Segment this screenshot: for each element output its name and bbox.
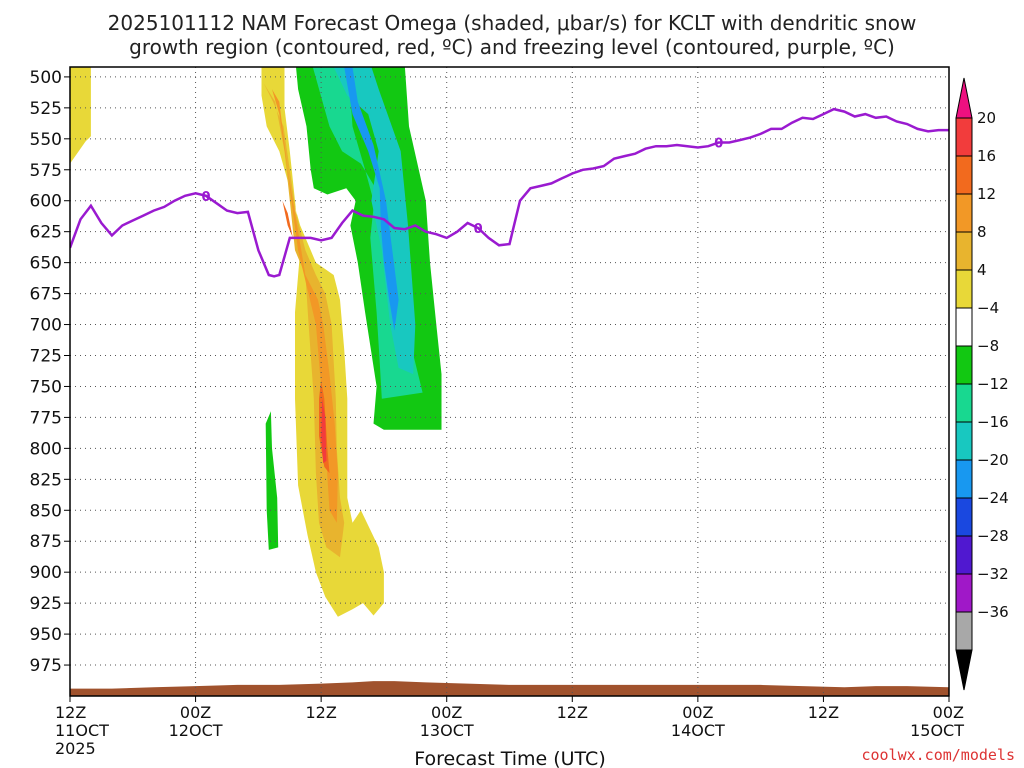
- y-tick-label: 650: [30, 254, 62, 274]
- colorbar-label: 12: [977, 185, 996, 203]
- y-tick-label: 600: [30, 192, 62, 212]
- colorbar-label: −28: [977, 527, 1009, 545]
- colorbar-swatch: [955, 497, 973, 537]
- colorbar-swatch: [955, 269, 973, 309]
- chart-title-line-1: 2025101112 NAM Forecast Omega (shaded, μ…: [108, 11, 917, 35]
- omega-region-3: [272, 89, 338, 523]
- colorbar-label: −4: [977, 299, 999, 317]
- x-tick-label: 11OCT: [55, 721, 109, 740]
- x-tick-label: 00Z: [682, 703, 713, 722]
- colorbar-swatch: [955, 193, 973, 233]
- plot-frame: [69, 66, 950, 697]
- omega-region-4: [282, 200, 293, 238]
- freezing-level-contour: 0 0 0: [70, 107, 949, 278]
- y-axis-pressure: 500 525 550 575 600 625 650 675 700 725 750 775 800 8…: [30, 68, 70, 676]
- omega-region-8: [265, 411, 279, 550]
- colorbar-label: −24: [977, 489, 1009, 507]
- y-tick-label: 975: [30, 656, 62, 676]
- colorbar-swatch: [955, 231, 973, 271]
- freezing-level-label-2: 0: [714, 137, 723, 152]
- x-tick-label: 00Z: [431, 703, 462, 722]
- y-tick-label: 675: [30, 285, 62, 305]
- x-tick-label: 12Z: [557, 703, 588, 722]
- x-tick-label: 00Z: [180, 703, 211, 722]
- colorbar-label: −20: [977, 451, 1009, 469]
- colorbar-label: −8: [977, 337, 999, 355]
- x-tick-label: 15OCT: [910, 721, 964, 740]
- colorbar-label: −12: [977, 375, 1009, 393]
- terrain-fill: [70, 681, 949, 696]
- x-tick-label: 12Z: [305, 703, 336, 722]
- x-tick-label: 13OCT: [420, 721, 474, 740]
- colorbar-bottom-triangle: [955, 649, 973, 691]
- x-tick-label: 00Z: [933, 703, 964, 722]
- credit-text: coolwx.com/models: [861, 746, 1015, 764]
- y-tick-label: 750: [30, 377, 62, 397]
- y-tick-label: 950: [30, 625, 62, 645]
- colorbar-swatch: [955, 573, 973, 613]
- colorbar-swatch: [955, 535, 973, 575]
- colorbar-swatch: [955, 459, 973, 499]
- colorbar-top-triangle: [955, 77, 973, 119]
- x-tick-label: 2025: [55, 739, 96, 758]
- colorbar-swatch: [955, 611, 973, 651]
- colorbar-swatch: [955, 383, 973, 423]
- x-tick-label: 14OCT: [671, 721, 725, 740]
- colorbar-label: −36: [977, 603, 1009, 621]
- omega-region-6: [321, 398, 327, 464]
- omega-region-11: [344, 67, 399, 331]
- y-tick-label: 525: [30, 99, 62, 119]
- x-tick-label: 12Z: [808, 703, 839, 722]
- y-tick-label: 700: [30, 316, 62, 336]
- y-tick-label: 775: [30, 408, 62, 428]
- colorbar-label: 16: [977, 147, 996, 165]
- freezing-level-label-0: 0: [202, 190, 211, 205]
- chart-title-line-2: growth region (contoured, red, ºC) and f…: [129, 35, 895, 59]
- y-tick-label: 925: [30, 594, 62, 614]
- surface-terrain: [70, 681, 949, 696]
- y-tick-label: 500: [30, 68, 62, 88]
- colorbar-swatch: [955, 421, 973, 461]
- y-tick-label: 900: [30, 563, 62, 583]
- y-tick-label: 625: [30, 223, 62, 243]
- y-tick-label: 850: [30, 501, 62, 521]
- colorbar-label: 8: [977, 223, 987, 241]
- omega-colorbar: 20 16 12 8 4 −4 −8 −12 −16 −20 −24 −28 −32 −36: [955, 77, 1009, 691]
- y-tick-label: 550: [30, 130, 62, 150]
- x-tick-label: 12OCT: [169, 721, 223, 740]
- colorbar-label: 20: [977, 109, 996, 127]
- colorbar-swatch: [955, 155, 973, 195]
- freezing-level-label-1: 0: [474, 222, 483, 237]
- colorbar-label: −16: [977, 413, 1009, 431]
- freezing-level-line: [70, 107, 949, 278]
- y-tick-label: 575: [30, 161, 62, 181]
- y-tick-label: 800: [30, 439, 62, 459]
- colorbar-swatch: [955, 307, 973, 347]
- y-tick-label: 825: [30, 470, 62, 490]
- x-tick-label: 12Z: [55, 703, 86, 722]
- y-tick-label: 725: [30, 346, 62, 366]
- colorbar-swatch: [955, 345, 973, 385]
- x-axis-title: Forecast Time (UTC): [414, 748, 605, 768]
- omega-region-0: [70, 67, 91, 164]
- y-tick-label: 875: [30, 532, 62, 552]
- colorbar-swatch: [955, 117, 973, 157]
- colorbar-label: −32: [977, 565, 1009, 583]
- omega-shading: [70, 67, 442, 617]
- colorbar-label: 4: [977, 261, 987, 279]
- plot-area: [70, 67, 949, 696]
